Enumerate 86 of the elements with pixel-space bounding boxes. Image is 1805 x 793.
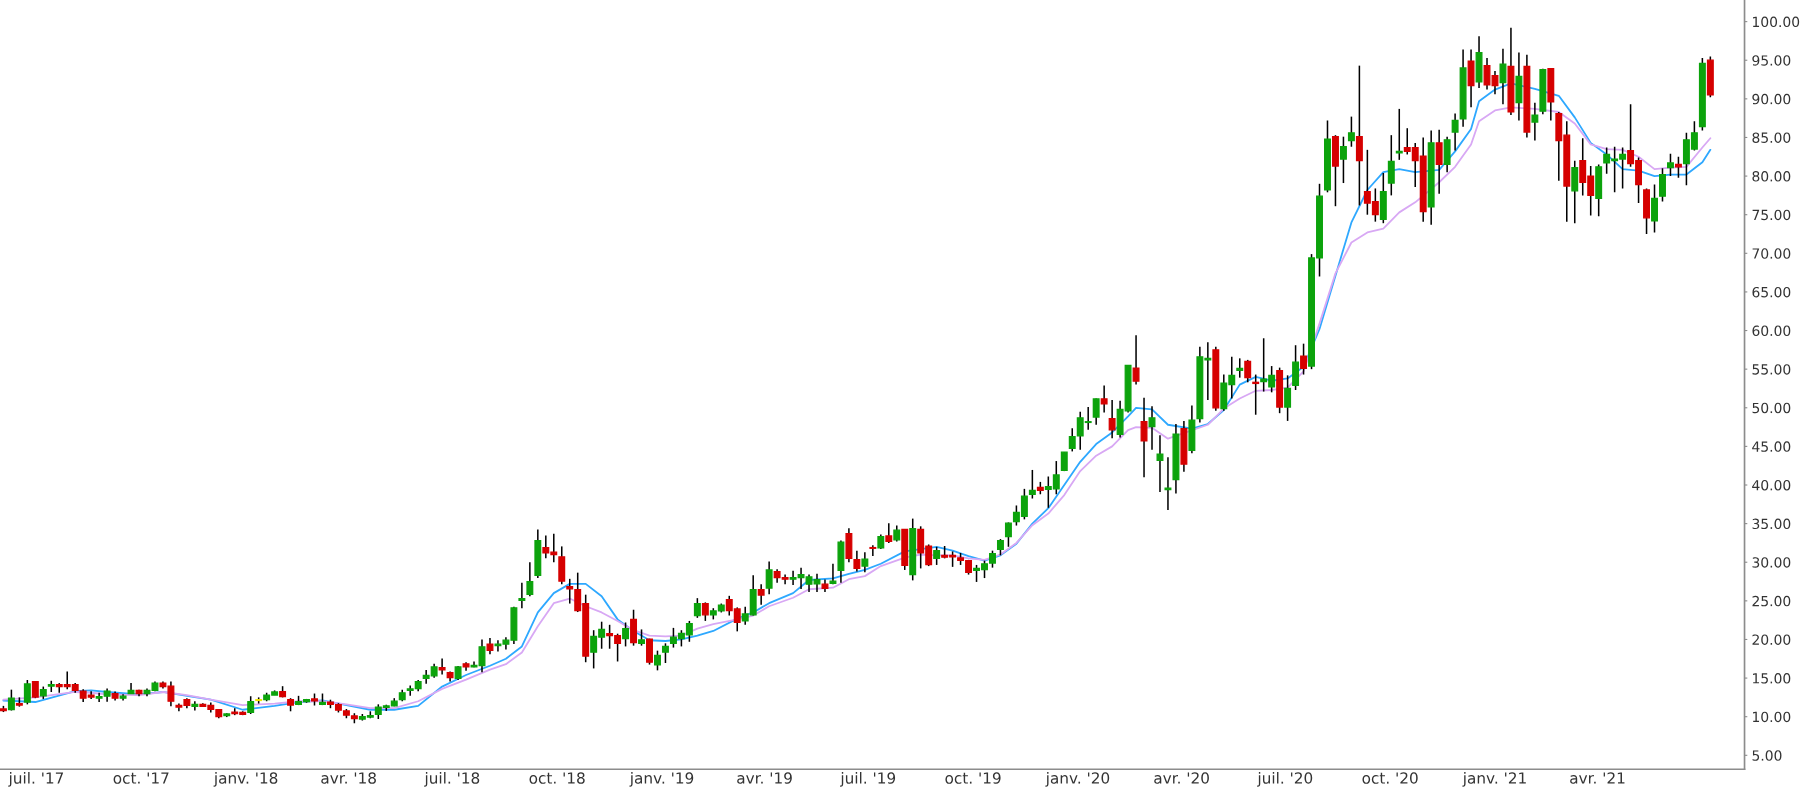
x-tick-label: juil. '19: [840, 771, 896, 787]
candlestick: [23, 679, 31, 706]
candlestick: [1659, 167, 1666, 203]
candlestick: [526, 561, 534, 597]
candlestick: [1674, 156, 1682, 179]
candlestick: [1244, 359, 1252, 384]
candlestick: [654, 649, 661, 672]
candlestick: [1148, 405, 1156, 451]
y-tick-label: 85.00: [1752, 132, 1791, 143]
candlestick: [1108, 399, 1116, 440]
candlestick: [1140, 396, 1148, 479]
candlestick: [1395, 108, 1403, 161]
x-tick-label: juil. '17: [8, 771, 64, 787]
candlestick: [1236, 357, 1244, 379]
y-tick-label: 25.00: [1752, 595, 1791, 607]
y-tick-label: 30.00: [1752, 557, 1791, 568]
candlestick: [1092, 397, 1100, 426]
x-tick-label: oct. '20: [1362, 772, 1418, 784]
x-tick-label: janv. '18: [213, 771, 278, 787]
y-tick-label: 45.00: [1752, 441, 1791, 452]
y-tick-label: 20.00: [1752, 634, 1791, 645]
candlestick: [1132, 334, 1140, 386]
x-tick-label: oct. '19: [945, 772, 1001, 784]
candlestick: [7, 688, 15, 712]
candlestick: [438, 657, 446, 676]
candlestick: [1499, 47, 1507, 106]
candlestick: [861, 551, 869, 574]
candlestick: [1156, 434, 1164, 493]
candlestick: [1292, 344, 1300, 391]
candlestick: [646, 637, 653, 666]
x-tick-label: avr. '19: [737, 772, 792, 784]
y-tick-label: 15.00: [1753, 673, 1791, 684]
x-tick-label: janv. '20: [1045, 771, 1110, 787]
candlestick: [191, 700, 199, 712]
candlestick: [1300, 342, 1308, 376]
y-tick-label: 90.00: [1752, 93, 1791, 105]
candlestick: [1387, 134, 1395, 197]
candlestick: [933, 546, 941, 566]
x-tick-label: oct. '17: [113, 772, 169, 784]
candlestick: [661, 642, 669, 664]
candlestick: [701, 601, 709, 622]
candlestick: [853, 549, 861, 573]
candlestick: [1451, 112, 1459, 152]
y-tick-label: 35.00: [1752, 518, 1791, 530]
candlestick: [885, 522, 893, 544]
x-tick-label: avr. '21: [1570, 772, 1625, 784]
x-tick-label: janv. '19: [629, 771, 694, 787]
candlestick: [1028, 469, 1036, 500]
candlestick: [1004, 521, 1012, 548]
candlestick: [1651, 183, 1658, 234]
y-tick-label: 80.00: [1752, 171, 1791, 182]
y-tick-label: 10.00: [1753, 711, 1791, 723]
candlestick: [1571, 159, 1579, 224]
candlestick: [693, 597, 701, 619]
candlestick: [765, 560, 773, 596]
candlestick: [869, 544, 877, 557]
candlestick: [1284, 374, 1292, 422]
candlestick: [1164, 456, 1172, 511]
candlestick: [757, 583, 765, 606]
x-tick-label: juil. '18: [424, 771, 480, 787]
candlestick: [1355, 64, 1363, 207]
candlestick: [1666, 152, 1674, 177]
y-tick-label: 50.00: [1752, 402, 1791, 414]
x-tick-label: oct. '18: [529, 772, 585, 784]
candlestick: [1252, 373, 1260, 416]
x-tick-label: juil. '20: [1257, 771, 1313, 787]
y-tick-label: 55.00: [1752, 364, 1791, 375]
y-tick-label: 100.00: [1753, 16, 1800, 28]
candlestick: [518, 581, 526, 609]
y-tick-label: 5.00: [1752, 750, 1782, 761]
candlestick: [1339, 135, 1347, 184]
candlestick: [1435, 128, 1443, 195]
y-tick-label: 60.00: [1752, 325, 1791, 337]
y-tick-label: 70.00: [1752, 248, 1791, 259]
y-tick-label: 95.00: [1752, 55, 1791, 66]
candlestick: [1531, 101, 1539, 142]
candlestick: [622, 621, 630, 648]
x-tick-label: janv. '21: [1462, 771, 1526, 787]
candlestick: [630, 608, 638, 647]
candlestick: [1347, 115, 1355, 148]
x-tick-label: avr. '18: [321, 772, 376, 784]
candlestick: [1100, 384, 1108, 414]
x-tick-label: avr. '20: [1154, 772, 1209, 784]
y-tick-label: 65.00: [1752, 286, 1791, 298]
y-tick-label: 75.00: [1752, 209, 1791, 221]
y-tick-label: 40.00: [1752, 479, 1791, 491]
